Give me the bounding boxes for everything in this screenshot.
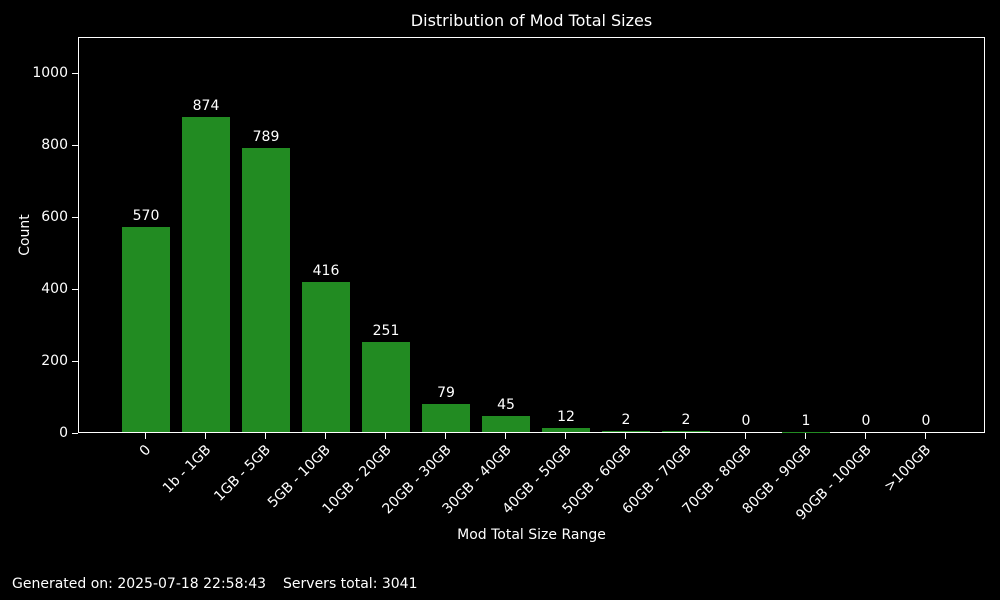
bar xyxy=(422,403,470,432)
y-tick-mark xyxy=(72,216,78,218)
bar-value-label: 251 xyxy=(372,322,400,339)
x-tick-mark xyxy=(265,433,266,439)
x-tick-mark xyxy=(205,433,206,439)
y-tick-label: 800 xyxy=(41,137,68,153)
x-tick-mark xyxy=(625,433,626,439)
y-tick-mark xyxy=(72,144,78,146)
x-tick-mark xyxy=(505,433,506,439)
bar-value-label: 79 xyxy=(437,384,455,401)
bar-value-label: 874 xyxy=(192,98,220,115)
x-tick-label: 0 xyxy=(136,442,155,460)
y-tick-label: 1000 xyxy=(32,65,68,81)
x-tick-label: 1GB - 5GB xyxy=(211,442,275,505)
x-tick-label: 1b - 1GB xyxy=(159,442,215,497)
bar-value-label: 789 xyxy=(252,128,280,145)
x-tick-mark xyxy=(565,433,566,439)
y-tick-mark xyxy=(72,432,78,434)
x-tick-label: >100GB xyxy=(881,442,935,495)
x-tick-mark xyxy=(685,433,686,439)
x-tick-mark xyxy=(805,433,806,439)
bar xyxy=(662,431,710,432)
bar xyxy=(602,431,650,432)
servers-total: Servers total: 3041 xyxy=(283,576,418,592)
bar-value-label: 2 xyxy=(621,412,631,429)
bar-value-label: 2 xyxy=(681,412,691,429)
generated-timestamp: Generated on: 2025-07-18 22:58:43 xyxy=(12,576,267,592)
y-tick-mark xyxy=(72,72,78,74)
chart-title: Distribution of Mod Total Sizes xyxy=(410,11,653,30)
bar-value-label: 1 xyxy=(801,412,811,429)
bar-value-label: 416 xyxy=(312,263,340,280)
y-tick-label: 200 xyxy=(41,353,68,369)
bar xyxy=(362,341,410,432)
y-tick-label: 600 xyxy=(41,209,68,225)
bar xyxy=(482,415,530,432)
bar xyxy=(182,117,230,432)
bar xyxy=(122,226,170,432)
y-tick-mark xyxy=(72,288,78,290)
plot-area: 570 874 789 416 251 79 45 12 2 2 0 1 0 0 xyxy=(78,37,985,433)
x-tick-mark xyxy=(325,433,326,439)
bar xyxy=(542,427,590,432)
x-tick-mark xyxy=(445,433,446,439)
x-tick-mark xyxy=(145,433,146,439)
bar-value-label: 45 xyxy=(497,396,515,413)
bar-value-label: 0 xyxy=(921,413,931,429)
x-tick-mark xyxy=(385,433,386,439)
y-tick-label: 400 xyxy=(41,281,68,297)
bar xyxy=(242,147,290,432)
bar-value-label: 0 xyxy=(741,413,751,429)
x-tick-mark xyxy=(925,433,926,439)
bar xyxy=(302,282,350,432)
y-tick-mark xyxy=(72,360,78,362)
x-axis-label: Mod Total Size Range xyxy=(457,527,606,543)
bar-value-label: 0 xyxy=(861,413,871,429)
x-tick-mark xyxy=(865,433,866,439)
footer: Generated on: 2025-07-18 22:58:43 Server… xyxy=(12,576,418,592)
bar-value-label: 570 xyxy=(132,207,160,224)
x-tick-mark xyxy=(745,433,746,439)
y-tick-label: 0 xyxy=(59,425,68,441)
bar-value-label: 12 xyxy=(557,408,575,425)
